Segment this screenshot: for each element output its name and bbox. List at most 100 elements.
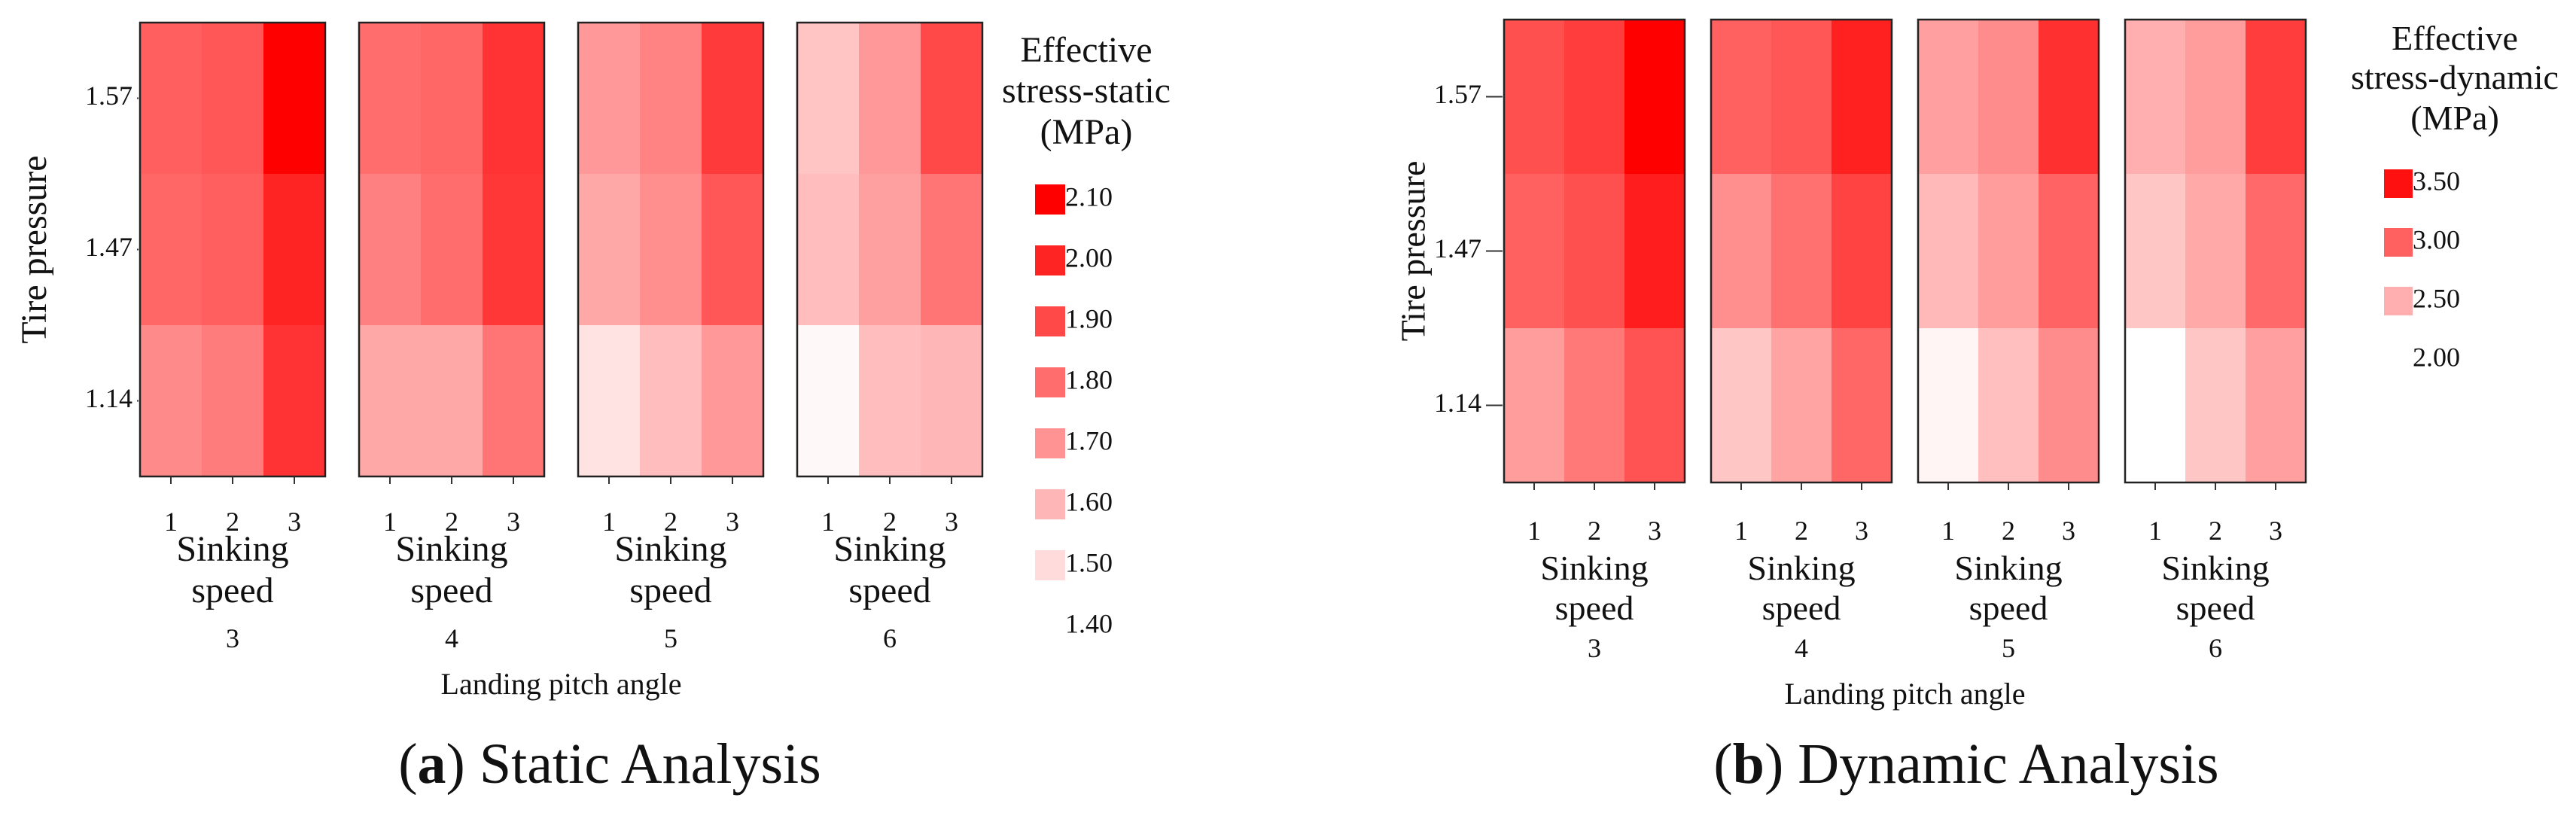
panel-a-heat-cell <box>263 174 326 326</box>
panel-a-legend-swatch <box>1035 428 1065 458</box>
panel-a-heat-cell <box>202 23 264 175</box>
panel-a-legend-swatch <box>1035 245 1065 275</box>
panel-b-heat-cell <box>1711 174 1772 329</box>
panel-a-heat-cell <box>702 174 764 326</box>
panel-b-heat-cell <box>1918 328 1979 483</box>
panel-a-heat-cell <box>483 23 545 175</box>
panel-a-heat-cell <box>797 174 860 326</box>
panel-a-heat-cell <box>859 325 921 477</box>
panel-a-x-tick-label: 3 <box>945 507 958 537</box>
panel-b-heat-cell <box>1564 328 1625 483</box>
panel-a-facet-xlabel-line2: speed <box>848 571 930 610</box>
panel-b-legend-label: 3.00 <box>2413 224 2460 254</box>
panel-a-heat-cell <box>359 325 422 477</box>
panel-a-y-tick-label: 1.14 <box>85 383 132 413</box>
panel-b-heat-cell <box>2039 328 2099 483</box>
panel-a-x-tick-label: 2 <box>445 507 458 537</box>
panel-a-heat-cell <box>702 325 764 477</box>
panel-b-heat-cell <box>1711 20 1772 175</box>
panel-a-legend-label: 2.00 <box>1065 242 1113 272</box>
panel-a-x-tick-label: 2 <box>226 507 239 537</box>
panel-b-heat-cell <box>2246 328 2307 483</box>
panel-b-caption-panel-letter: b <box>1733 732 1765 796</box>
panel-b-heat-cell <box>2125 20 2186 175</box>
panel-b-legend-swatch <box>2384 287 2413 315</box>
panel-a-x-tick-label: 3 <box>726 507 739 537</box>
panel-a-facet-value-label: 3 <box>226 623 239 653</box>
panel-a-facet-xlabel-line1: Sinking <box>833 529 945 569</box>
panel-b-legend-swatch <box>2384 345 2413 374</box>
panel-b-x-tick-label: 3 <box>1855 516 1868 546</box>
panel-a-heat-cell <box>263 325 326 477</box>
panel-a-y-axis-label: Tire pressure <box>14 155 54 343</box>
panel-a-legend-title-line: (MPa) <box>1040 112 1133 152</box>
panel-b-y-tick-label: 1.57 <box>1434 79 1481 109</box>
panel-a-heat-cell <box>483 325 545 477</box>
panel-a-heat-cell <box>640 23 702 175</box>
panel-b-heat-cell <box>2125 328 2186 483</box>
panel-a-heat-cell <box>140 325 202 477</box>
panel-b-heat-cell <box>1978 328 2039 483</box>
panel-b-facet-value-label: 4 <box>1795 633 1808 663</box>
panel-b-heat-cell <box>1504 174 1565 329</box>
panel-b-x-tick-label: 2 <box>1588 516 1601 546</box>
panel-b-heat-cell <box>1624 20 1685 175</box>
panel-b-facet-xlabel-line2: speed <box>1555 589 1634 627</box>
panel-a-heat-cell <box>797 325 860 477</box>
panel-a-facet-value-label: 6 <box>883 623 897 653</box>
panel-b-heat-cell <box>1504 328 1565 483</box>
panel-a-caption-open-paren: ( <box>398 732 417 796</box>
panel-a-heat-cell <box>140 174 202 326</box>
panel-b-x-tick-label: 2 <box>2209 516 2222 546</box>
panel-b-facet-xlabel-line1: Sinking <box>1747 549 1855 587</box>
panel-a-facet-xlabel-line1: Sinking <box>395 529 507 569</box>
panel-a-legend-swatch <box>1035 367 1065 397</box>
panel-b-heat-cell <box>2246 20 2307 175</box>
panel-a-y-tick-label: 1.47 <box>85 232 132 262</box>
panel-a-legend-label: 1.60 <box>1065 486 1113 516</box>
panel-a-heat-cell <box>578 23 641 175</box>
panel-a-legend-swatch <box>1035 184 1065 215</box>
panel-a-heat-cell <box>421 325 483 477</box>
panel-b-heat-cell <box>1711 328 1772 483</box>
panel-b-heat-cell <box>2125 174 2186 329</box>
panel-a-heat-cell <box>797 23 860 175</box>
panel-b-heat-cell <box>2039 174 2099 329</box>
panel-a-heat-cell <box>921 174 983 326</box>
panel-b-legend-title-line: (MPa) <box>2410 99 2499 137</box>
panel-a-x-tick-label: 1 <box>602 507 616 537</box>
panel-b-x-tick-label: 3 <box>2062 516 2075 546</box>
panel-a-heat-cell <box>578 174 641 326</box>
panel-a-facet-xlabel-line1: Sinking <box>176 529 288 569</box>
panel-a-x-tick-label: 3 <box>507 507 520 537</box>
panel-a-caption: (a) Static Analysis <box>398 732 821 796</box>
panel-a-x-tick-label: 1 <box>821 507 835 537</box>
panel-b-heat-cell <box>2185 20 2246 175</box>
panel-b-x-axis-label: Landing pitch angle <box>1785 677 2026 711</box>
panel-a-legend-label: 1.50 <box>1065 547 1113 577</box>
panel-b-legend-swatch <box>2384 169 2413 198</box>
panel-a-heat-cell <box>921 23 983 175</box>
panel-a-legend-title-line: Effective <box>1020 30 1152 70</box>
panel-a-heat-cell <box>263 23 326 175</box>
panel-a-facet-xlabel-line2: speed <box>191 571 273 610</box>
panel-b-legend-title-line: Effective <box>2392 19 2518 57</box>
panel-a-legend-label: 1.40 <box>1065 608 1113 638</box>
panel-a-legend-title-line: stress-static <box>1002 71 1171 111</box>
panel-b-heat-cell <box>1832 328 1892 483</box>
panel-b-facet-value-label: 6 <box>2209 633 2222 663</box>
panel-b-heat-cell <box>1624 328 1685 483</box>
panel-b-legend-label: 3.50 <box>2413 166 2460 196</box>
panel-b-legend-swatch <box>2384 228 2413 257</box>
panel-a-legend-swatch <box>1035 611 1065 641</box>
panel-a-legend-swatch <box>1035 489 1065 519</box>
panel-b-legend-label: 2.00 <box>2413 342 2460 372</box>
panel-b-heat-cell <box>1832 174 1892 329</box>
panel-a-heat-cell <box>702 23 764 175</box>
panel-a-x-axis-label: Landing pitch angle <box>441 667 682 701</box>
panel-a-x-tick-label: 2 <box>883 507 897 537</box>
panel-b-caption-text: ) Dynamic Analysis <box>1765 732 2219 796</box>
panel-b-heat-cell <box>1918 174 1979 329</box>
